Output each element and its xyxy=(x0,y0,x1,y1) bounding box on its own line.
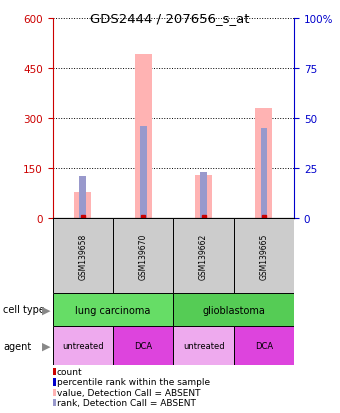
Text: untreated: untreated xyxy=(183,342,224,350)
Text: cell type: cell type xyxy=(3,305,45,315)
Bar xyxy=(173,326,234,366)
Text: GDS2444 / 207656_s_at: GDS2444 / 207656_s_at xyxy=(90,12,250,25)
Text: ▶: ▶ xyxy=(42,341,50,351)
Bar xyxy=(80,177,86,219)
Bar xyxy=(195,176,212,219)
Bar xyxy=(200,173,207,219)
Bar xyxy=(173,219,234,293)
Bar xyxy=(234,219,294,293)
Text: GSM139665: GSM139665 xyxy=(259,233,268,279)
Text: GSM139662: GSM139662 xyxy=(199,233,208,279)
Text: percentile rank within the sample: percentile rank within the sample xyxy=(57,377,210,387)
Bar xyxy=(234,326,294,366)
Text: rank, Detection Call = ABSENT: rank, Detection Call = ABSENT xyxy=(57,398,196,407)
Text: ▶: ▶ xyxy=(42,305,50,315)
Bar xyxy=(255,109,272,219)
Text: GSM139670: GSM139670 xyxy=(139,233,148,279)
Text: glioblastoma: glioblastoma xyxy=(202,305,265,315)
Bar xyxy=(53,293,173,326)
Text: agent: agent xyxy=(3,341,32,351)
Bar xyxy=(135,55,152,219)
Bar xyxy=(74,192,91,219)
Bar xyxy=(260,129,267,219)
Text: untreated: untreated xyxy=(62,342,104,350)
Text: count: count xyxy=(57,367,83,376)
Bar xyxy=(113,219,173,293)
Bar xyxy=(53,219,113,293)
Text: GSM139658: GSM139658 xyxy=(79,233,87,279)
Text: lung carcinoma: lung carcinoma xyxy=(75,305,151,315)
Bar xyxy=(53,326,113,366)
Text: DCA: DCA xyxy=(255,342,273,350)
Bar xyxy=(140,127,147,219)
Bar xyxy=(173,293,294,326)
Text: DCA: DCA xyxy=(134,342,152,350)
Text: value, Detection Call = ABSENT: value, Detection Call = ABSENT xyxy=(57,388,201,397)
Bar xyxy=(113,326,173,366)
